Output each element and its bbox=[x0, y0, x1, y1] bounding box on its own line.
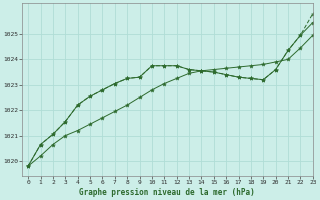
X-axis label: Graphe pression niveau de la mer (hPa): Graphe pression niveau de la mer (hPa) bbox=[79, 188, 255, 197]
